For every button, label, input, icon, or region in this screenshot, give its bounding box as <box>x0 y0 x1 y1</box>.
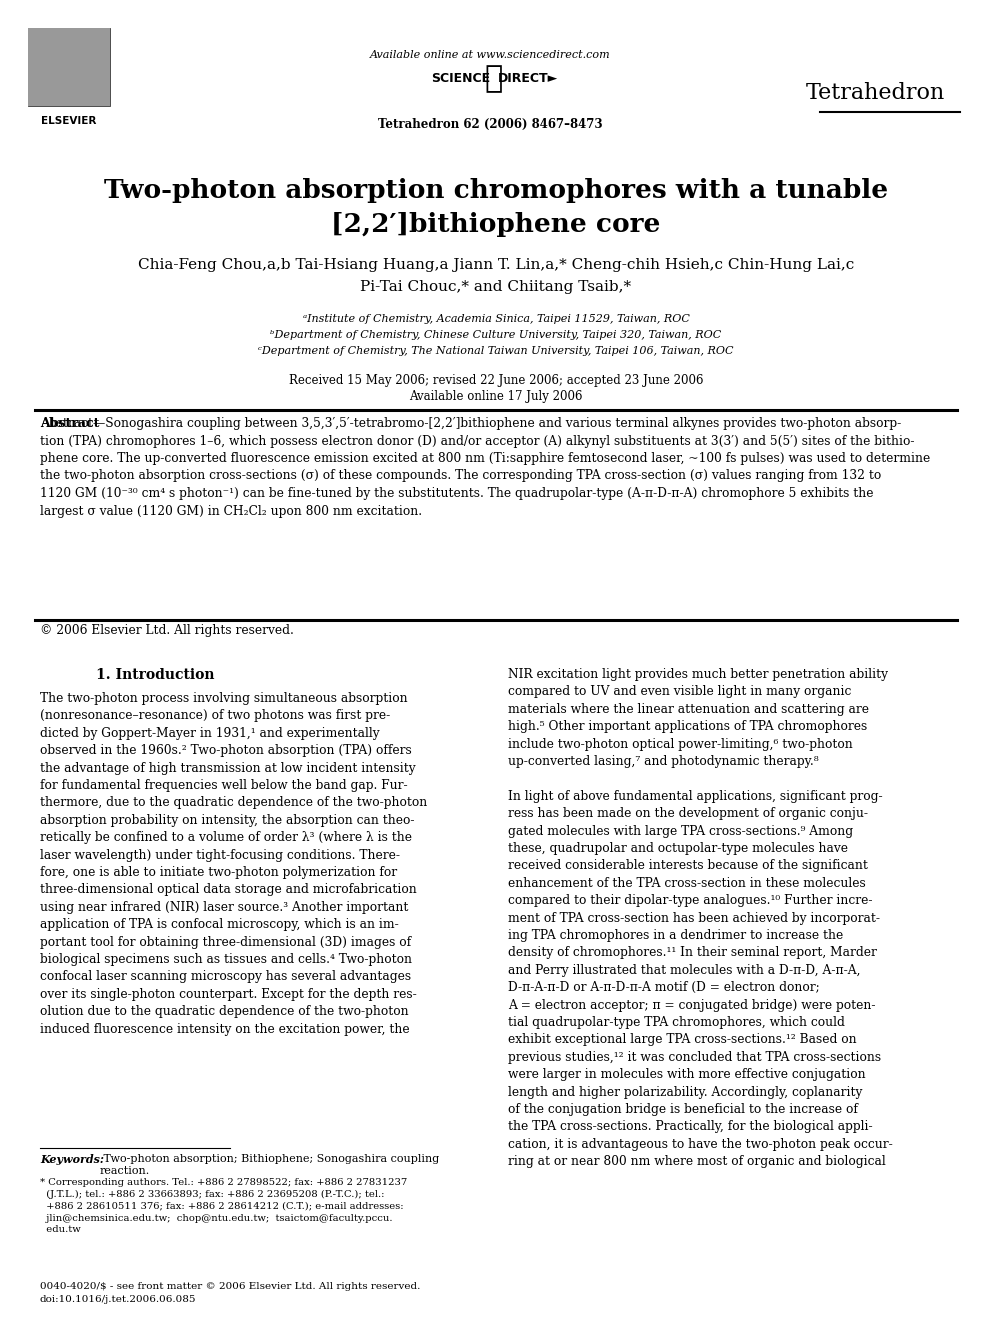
Text: Ⓐ: Ⓐ <box>485 64 503 93</box>
Bar <box>28 28 110 106</box>
Text: Abstract: Abstract <box>40 417 99 430</box>
Bar <box>28 28 110 106</box>
Text: Abstract—Sonogashira coupling between 3,5,3′,5′-tetrabromo-[2,2′]bithiophene and: Abstract—Sonogashira coupling between 3,… <box>40 417 930 517</box>
Text: © 2006 Elsevier Ltd. All rights reserved.: © 2006 Elsevier Ltd. All rights reserved… <box>40 624 294 636</box>
Text: Available online at www.sciencedirect.com: Available online at www.sciencedirect.co… <box>370 50 610 60</box>
Text: ᶜDepartment of Chemistry, The National Taiwan University, Taipei 106, Taiwan, RO: ᶜDepartment of Chemistry, The National T… <box>258 347 734 356</box>
Text: Tetrahedron: Tetrahedron <box>806 82 944 105</box>
Text: Available online 17 July 2006: Available online 17 July 2006 <box>410 390 582 404</box>
Text: Pi-Tai Chouc,* and Chiitang Tsaib,*: Pi-Tai Chouc,* and Chiitang Tsaib,* <box>360 280 632 294</box>
Text: Two-photon absorption; Bithiophene; Sonogashira coupling
reaction.: Two-photon absorption; Bithiophene; Sono… <box>100 1154 439 1176</box>
Text: [2,2′]bithiophene core: [2,2′]bithiophene core <box>331 212 661 237</box>
Text: Two-photon absorption chromophores with a tunable: Two-photon absorption chromophores with … <box>104 179 888 202</box>
Text: SCIENCE: SCIENCE <box>431 71 490 85</box>
Text: 0040-4020/$ - see front matter © 2006 Elsevier Ltd. All rights reserved.: 0040-4020/$ - see front matter © 2006 El… <box>40 1282 421 1291</box>
Text: Keywords:: Keywords: <box>40 1154 104 1166</box>
Text: doi:10.1016/j.tet.2006.06.085: doi:10.1016/j.tet.2006.06.085 <box>40 1295 196 1304</box>
Text: Tetrahedron 62 (2006) 8467–8473: Tetrahedron 62 (2006) 8467–8473 <box>378 118 602 131</box>
Text: Chia-Feng Chou,a,b Tai-Hsiang Huang,a Jiann T. Lin,a,* Cheng-chih Hsieh,c Chin-H: Chia-Feng Chou,a,b Tai-Hsiang Huang,a Ji… <box>138 258 854 273</box>
Text: The two-photon process involving simultaneous absorption
(nonresonance–resonance: The two-photon process involving simulta… <box>40 692 428 1036</box>
Text: ᵇDepartment of Chemistry, Chinese Culture University, Taipei 320, Taiwan, ROC: ᵇDepartment of Chemistry, Chinese Cultur… <box>271 329 721 340</box>
Text: ELSEVIER: ELSEVIER <box>42 116 96 126</box>
Text: * Corresponding authors. Tel.: +886 2 27898522; fax: +886 2 27831237
  (J.T.L.);: * Corresponding authors. Tel.: +886 2 27… <box>40 1177 408 1234</box>
Text: DIRECT►: DIRECT► <box>498 71 558 85</box>
Text: Received 15 May 2006; revised 22 June 2006; accepted 23 June 2006: Received 15 May 2006; revised 22 June 20… <box>289 374 703 388</box>
Text: ᵃInstitute of Chemistry, Academia Sinica, Taipei 11529, Taiwan, ROC: ᵃInstitute of Chemistry, Academia Sinica… <box>303 314 689 324</box>
Text: NIR excitation light provides much better penetration ability
compared to UV and: NIR excitation light provides much bette… <box>508 668 893 1168</box>
Text: 1. Introduction: 1. Introduction <box>96 668 214 681</box>
